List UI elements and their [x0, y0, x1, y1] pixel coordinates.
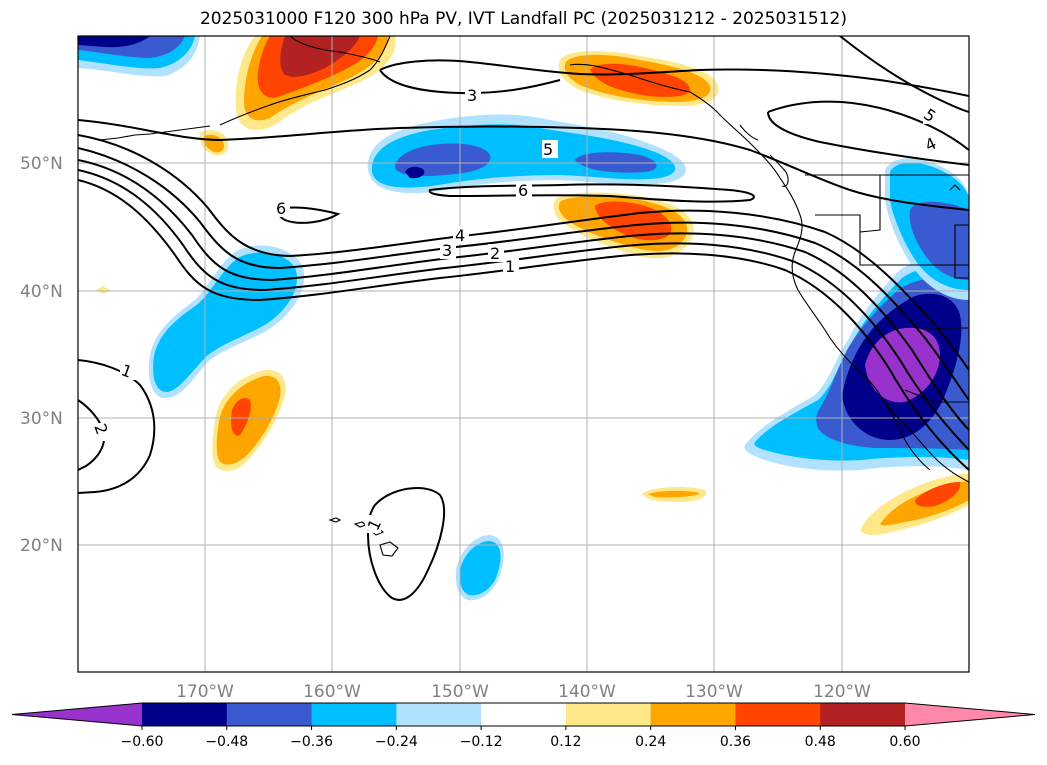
lon-labels: 170°W 160°W 150°W 140°W 130°W 120°W: [176, 682, 871, 702]
colorbar-tick-label: 0.60: [889, 734, 920, 750]
lon-label: 120°W: [813, 682, 871, 702]
colorbar-swatch: [565, 703, 652, 726]
colorbar-extend-min: [12, 703, 142, 726]
colorbar-tick-label: −0.48: [205, 734, 248, 750]
lat-labels: 20°N 30°N 40°N 50°N: [20, 154, 63, 556]
lat-label: 30°N: [20, 409, 63, 429]
pv-contour-3: [78, 159, 969, 431]
lat-label: 40°N: [20, 282, 63, 302]
pv-contours: [78, 36, 969, 601]
colorbar-tick-label: 0.24: [635, 734, 666, 750]
pv-contour-6-central: [428, 183, 755, 203]
colorbar-swatch: [396, 703, 482, 726]
pv-label: 6: [518, 181, 528, 200]
pv-contour-1-hawaii: [366, 487, 446, 601]
colorbar-extend-max: [905, 703, 1035, 726]
lon-label: 160°W: [303, 682, 361, 702]
colorbar-swatch: [226, 703, 313, 726]
pv-contour-1: [78, 179, 969, 471]
colorbar: [11, 702, 1036, 727]
colorbar-tick-label: 0.12: [550, 734, 581, 750]
lon-label: 150°W: [431, 682, 489, 702]
colorbar-tick-label: −0.36: [290, 734, 333, 750]
pv-contour-2: [78, 169, 969, 451]
lon-label: 130°W: [685, 682, 743, 702]
colorbar-tick-label: 0.48: [805, 734, 836, 750]
ivt-pc-shading: [78, 36, 969, 601]
pv-contour-jetcore-5: [78, 119, 969, 211]
colorbar-tick-label: −0.12: [460, 734, 503, 750]
lon-label: 140°W: [558, 682, 616, 702]
colorbar-tick-label: 0.36: [720, 734, 751, 750]
pv-label: 5: [543, 140, 553, 159]
colorbar-tick-label: −0.24: [375, 734, 418, 750]
colorbar-labels: −0.60 −0.48 −0.36 −0.24 −0.12 0.12 0.24 0.36 0.4…: [121, 726, 921, 750]
pv-label: 1: [505, 257, 515, 276]
pv-contour-labels: 3 5 6 6 4 3 2 1 5 4 1 2 1: [90, 86, 940, 533]
lat-label: 50°N: [20, 154, 63, 174]
colorbar-swatch: [481, 703, 567, 726]
pv-label: 6: [276, 199, 286, 218]
pv-contour-5-lower: [78, 134, 969, 371]
map-frame: [77, 35, 970, 673]
lon-label: 170°W: [176, 682, 234, 702]
colorbar-swatch: [735, 703, 821, 726]
pv-label: 3: [467, 86, 477, 105]
pv-contour-4: [78, 147, 969, 401]
pv-contour-3-north: [379, 59, 969, 97]
colorbar-swatch: [650, 703, 736, 726]
lat-label: 20°N: [20, 536, 63, 556]
pv-label: 2: [490, 244, 500, 263]
colorbar-swatch: [311, 703, 397, 726]
colorbar-swatch: [820, 703, 906, 726]
pv-contour-45-ne: [767, 100, 969, 151]
pv-contour-1-sw: [78, 359, 156, 494]
pv-label: 4: [455, 226, 465, 245]
colorbar-tick-label: −0.60: [121, 734, 164, 750]
pv-label: 3: [442, 241, 452, 260]
figure-title: 2025031000 F120 300 hPa PV, IVT Landfall…: [199, 9, 847, 29]
colorbar-swatch: [142, 703, 228, 726]
